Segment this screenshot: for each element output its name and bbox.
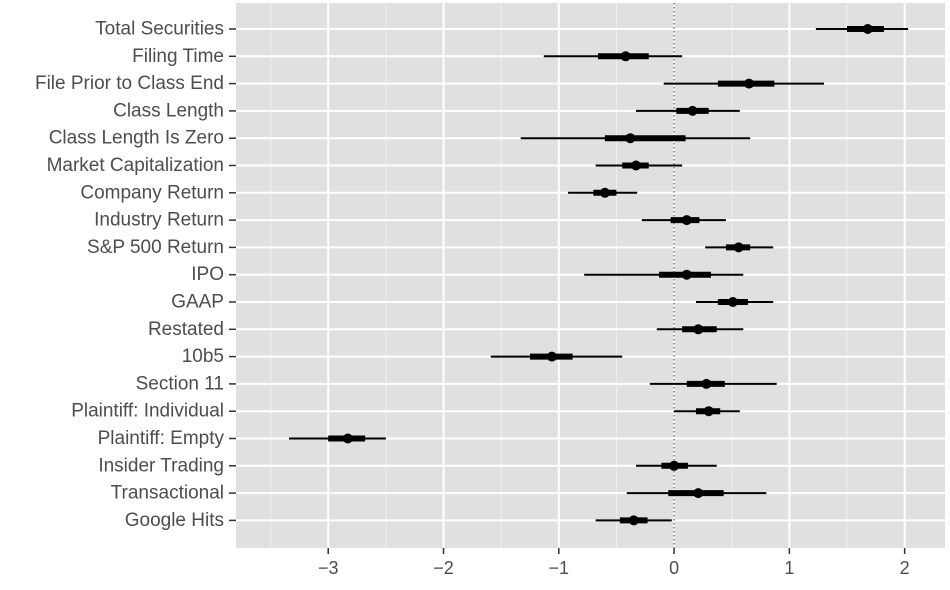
x-tick-label: −1 <box>549 558 570 578</box>
point-estimate <box>343 434 353 444</box>
point-estimate <box>600 188 610 198</box>
point-estimate <box>625 133 635 143</box>
point-estimate <box>693 324 703 334</box>
point-estimate <box>631 161 641 171</box>
y-tick-label: Insider Trading <box>98 455 224 476</box>
y-tick-label: Class Length Is Zero <box>49 128 224 149</box>
x-tick-label: −3 <box>318 558 339 578</box>
y-tick-label: Transactional <box>111 483 224 504</box>
y-tick-label: File Prior to Class End <box>35 73 224 94</box>
point-estimate <box>669 461 679 471</box>
point-estimate <box>863 24 873 34</box>
x-axis: −3 −2 −1 0 1 2 <box>318 548 910 578</box>
y-tick-label: IPO <box>191 264 224 285</box>
point-estimate <box>704 406 714 416</box>
point-estimate <box>621 51 631 61</box>
point-estimate <box>547 352 557 362</box>
x-tick-label: 2 <box>900 558 910 578</box>
y-tick-label: S&P 500 Return <box>87 237 224 258</box>
x-tick-label: 0 <box>669 558 679 578</box>
point-estimate <box>728 297 738 307</box>
point-estimate <box>744 79 754 89</box>
y-tick-label: Total Securities <box>95 19 224 40</box>
y-tick-label: Plaintiff: Empty <box>98 428 225 449</box>
y-tick-label: Market Capitalization <box>47 155 224 176</box>
y-tick-label: Section 11 <box>136 373 224 394</box>
y-axis: Total Securities Filing Time File Prior to… <box>35 19 236 531</box>
y-tick-label: Restated <box>148 319 224 340</box>
y-tick-label: Company Return <box>80 182 224 203</box>
y-tick-label: Filing Time <box>132 46 224 67</box>
point-estimate <box>682 270 692 280</box>
y-tick-label: 10b5 <box>182 346 224 367</box>
y-tick-label: Class Length <box>113 100 224 121</box>
x-tick-label: −2 <box>433 558 454 578</box>
point-estimate <box>693 488 703 498</box>
point-estimate <box>682 215 692 225</box>
point-estimate <box>701 379 711 389</box>
y-tick-label: Industry Return <box>94 210 224 231</box>
point-estimate <box>734 242 744 252</box>
point-estimate <box>688 106 698 116</box>
y-tick-label: GAAP <box>171 292 224 313</box>
x-tick-label: 1 <box>784 558 794 578</box>
point-estimate <box>629 515 639 525</box>
y-tick-label: Google Hits <box>125 510 224 531</box>
y-tick-label: Plaintiff: Individual <box>71 401 224 422</box>
